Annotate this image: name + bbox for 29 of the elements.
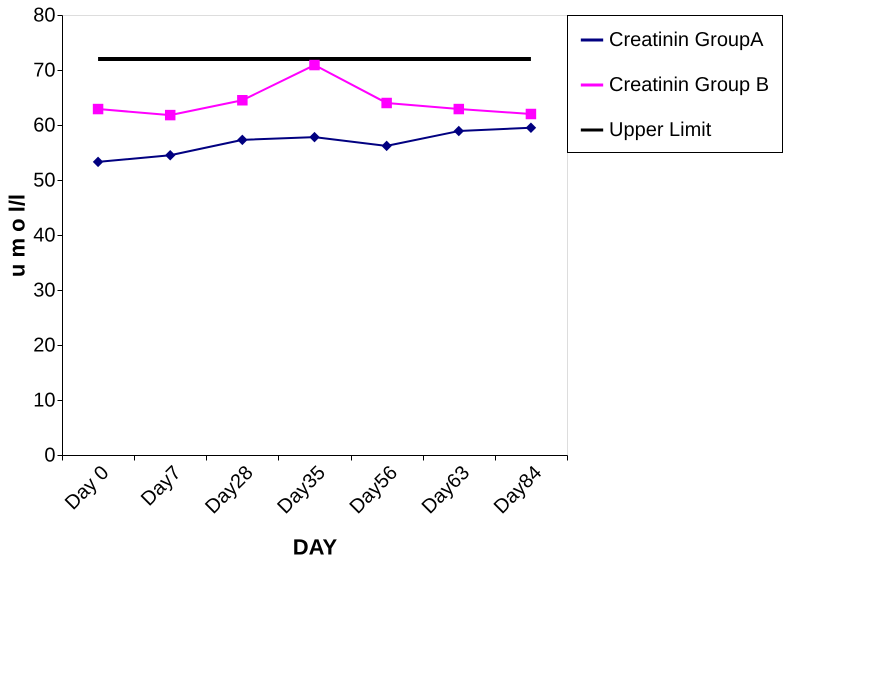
y-tick-label: 70 bbox=[33, 60, 56, 82]
point bbox=[92, 156, 104, 168]
y-axis-title: u m o l/l bbox=[4, 194, 30, 278]
point bbox=[92, 104, 104, 114]
x-tick-label: Day 0 bbox=[60, 462, 114, 514]
point bbox=[526, 122, 536, 133]
point bbox=[309, 132, 320, 142]
point bbox=[237, 134, 248, 146]
point bbox=[164, 110, 176, 120]
legend-label: Creatinin GroupA bbox=[609, 29, 764, 51]
point bbox=[381, 140, 392, 152]
y-tick-label: 60 bbox=[33, 114, 56, 136]
point bbox=[164, 150, 176, 160]
legend-label: Upper Limit bbox=[609, 119, 712, 141]
y-tick-label: 0 bbox=[44, 444, 56, 466]
point bbox=[309, 60, 320, 70]
point bbox=[454, 104, 464, 114]
y-tick-label: 40 bbox=[33, 224, 56, 246]
point bbox=[526, 108, 536, 120]
point bbox=[454, 126, 464, 136]
y-tick-label: 10 bbox=[33, 390, 56, 412]
point bbox=[237, 95, 248, 106]
y-tick-label: 50 bbox=[33, 170, 56, 192]
legend-label: Creatinin Group B bbox=[609, 74, 770, 96]
y-tick-label: 20 bbox=[33, 334, 56, 356]
point bbox=[381, 98, 392, 108]
y-tick-label: 30 bbox=[33, 280, 56, 302]
y-tick-label: 80 bbox=[33, 4, 56, 26]
x-axis-title: DAY bbox=[292, 534, 338, 560]
